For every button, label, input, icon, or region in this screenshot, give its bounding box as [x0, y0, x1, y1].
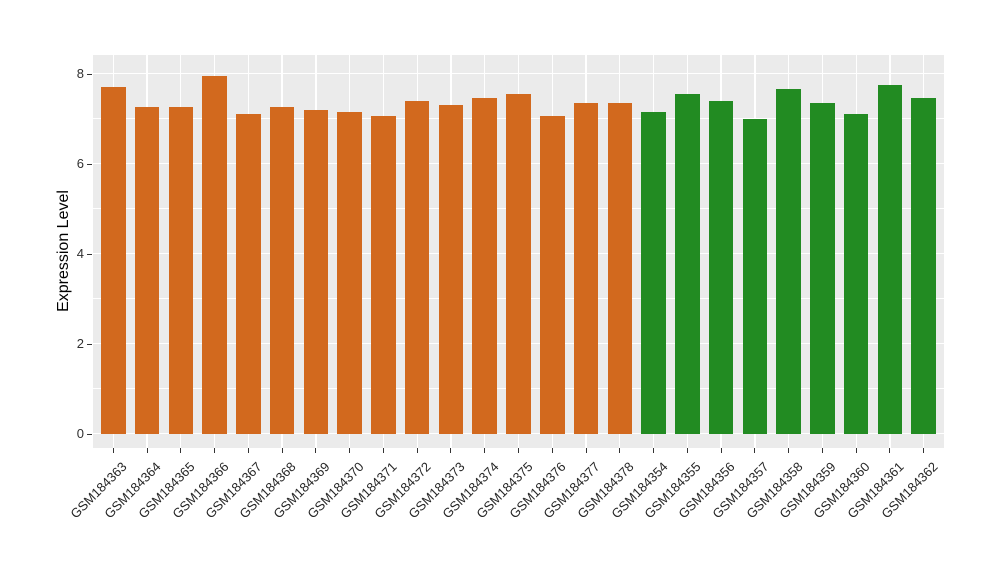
x-tick-mark	[551, 448, 553, 453]
x-tick-mark	[315, 448, 317, 453]
x-tick-mark	[821, 448, 823, 453]
bar	[641, 111, 666, 434]
x-tick-mark	[214, 448, 216, 453]
y-tick-mark	[87, 433, 92, 435]
bar	[168, 107, 194, 434]
x-tick-mark	[416, 448, 418, 453]
bar	[438, 105, 464, 434]
bar	[101, 87, 126, 434]
x-tick-mark	[889, 448, 891, 453]
x-tick-mark	[923, 448, 925, 453]
y-tick-mark	[87, 343, 92, 345]
y-tick-label: 4	[76, 246, 84, 261]
y-tick-mark	[87, 73, 92, 75]
x-tick-mark	[180, 448, 182, 453]
y-tick-label: 2	[76, 336, 84, 351]
x-tick-mark	[686, 448, 688, 453]
plot-panel	[93, 55, 944, 448]
bar	[472, 98, 497, 434]
x-tick-mark	[146, 448, 148, 453]
bar	[540, 116, 565, 434]
bar	[303, 109, 329, 434]
x-tick-mark	[855, 448, 857, 453]
x-tick-mark	[450, 448, 452, 453]
bar	[269, 107, 295, 434]
x-tick-mark	[518, 448, 519, 453]
y-tick-mark	[87, 253, 92, 255]
bar	[607, 102, 633, 434]
x-tick-mark	[247, 448, 249, 453]
bar	[708, 100, 734, 434]
bar	[776, 89, 801, 434]
x-tick-mark	[281, 448, 283, 453]
bar	[675, 93, 700, 434]
bar	[506, 93, 531, 434]
bar	[573, 102, 599, 434]
x-tick-mark	[619, 448, 621, 453]
bar	[404, 100, 430, 434]
x-tick-mark	[382, 448, 384, 453]
y-tick-label: 0	[76, 426, 84, 441]
bar	[337, 111, 362, 434]
y-tick-mark	[87, 163, 92, 165]
bar	[810, 102, 835, 434]
bar	[202, 75, 227, 434]
x-tick-mark	[484, 448, 486, 453]
x-tick-mark	[653, 448, 655, 453]
y-tick-label: 8	[76, 66, 84, 81]
x-tick-mark	[349, 448, 351, 453]
bar	[236, 114, 261, 434]
bar	[843, 114, 869, 434]
bar	[371, 116, 396, 434]
x-tick-mark	[788, 448, 790, 453]
bar	[134, 107, 160, 434]
x-tick-mark	[112, 448, 114, 453]
x-tick-mark	[754, 448, 756, 453]
x-tick-mark	[720, 448, 722, 453]
bar	[911, 98, 936, 434]
bar	[877, 84, 903, 434]
y-tick-label: 6	[76, 156, 84, 171]
bar	[742, 118, 768, 434]
x-tick-mark	[585, 448, 587, 453]
